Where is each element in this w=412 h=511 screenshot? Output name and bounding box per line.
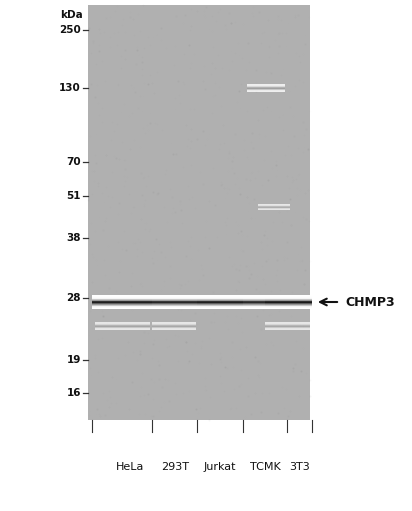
Bar (197, 307, 243, 308)
Text: 293T: 293T (161, 462, 189, 472)
Text: 38: 38 (66, 233, 81, 243)
Text: 51: 51 (66, 191, 81, 201)
Bar (243, 304, 287, 305)
Bar (197, 302, 243, 303)
Text: CHMP3: CHMP3 (345, 295, 395, 309)
Bar (152, 307, 197, 308)
Bar (243, 302, 287, 303)
Bar (265, 299, 312, 300)
Bar (265, 300, 312, 301)
Bar (152, 302, 197, 303)
Bar (243, 303, 287, 304)
Bar (265, 297, 312, 298)
Text: 70: 70 (66, 157, 81, 167)
Text: 3T3: 3T3 (290, 462, 310, 472)
Bar (92, 306, 152, 307)
Text: TCMK: TCMK (250, 462, 281, 472)
Bar (92, 305, 152, 306)
Bar (265, 308, 312, 309)
Bar (265, 303, 312, 304)
Bar (152, 298, 197, 299)
Bar (152, 304, 197, 305)
Bar (265, 296, 312, 297)
Bar (152, 301, 197, 302)
Bar (92, 303, 152, 304)
Bar (243, 296, 287, 297)
Text: kDa: kDa (60, 10, 83, 20)
Bar (265, 302, 312, 303)
Bar (243, 307, 287, 308)
Bar (243, 308, 287, 309)
Bar (197, 305, 243, 306)
Bar (152, 300, 197, 301)
Bar (152, 303, 197, 304)
Bar (197, 308, 243, 309)
Bar (92, 295, 152, 296)
Bar (92, 308, 152, 309)
Bar (92, 307, 152, 308)
Bar (152, 308, 197, 309)
Bar (243, 298, 287, 299)
Bar (243, 297, 287, 298)
Text: Jurkat: Jurkat (204, 462, 236, 472)
Bar (265, 301, 312, 302)
Bar (197, 303, 243, 304)
Text: 28: 28 (66, 293, 81, 303)
Bar (265, 306, 312, 307)
Bar (92, 302, 152, 303)
Bar (243, 295, 287, 296)
Bar (197, 297, 243, 298)
Bar (265, 307, 312, 308)
Bar (152, 297, 197, 298)
Bar (152, 306, 197, 307)
Text: 130: 130 (59, 83, 81, 93)
Bar (92, 296, 152, 297)
Bar (88, 5, 310, 420)
Bar (92, 299, 152, 300)
Bar (265, 295, 312, 296)
Bar (92, 301, 152, 302)
Bar (92, 304, 152, 305)
Bar (92, 300, 152, 301)
Text: 16: 16 (66, 388, 81, 398)
Bar (243, 299, 287, 300)
Bar (92, 298, 152, 299)
Bar (243, 306, 287, 307)
Bar (92, 297, 152, 298)
Bar (265, 298, 312, 299)
Bar (152, 296, 197, 297)
Bar (152, 305, 197, 306)
Bar (243, 305, 287, 306)
Text: 19: 19 (67, 355, 81, 365)
Bar (265, 304, 312, 305)
Bar (265, 305, 312, 306)
Bar (197, 300, 243, 301)
Bar (243, 300, 287, 301)
Bar (152, 299, 197, 300)
Bar (197, 306, 243, 307)
Text: 250: 250 (59, 25, 81, 35)
Bar (152, 295, 197, 296)
Text: HeLa: HeLa (116, 462, 144, 472)
Bar (197, 296, 243, 297)
Bar (197, 301, 243, 302)
Bar (197, 304, 243, 305)
Bar (197, 298, 243, 299)
Bar (197, 295, 243, 296)
Bar (243, 301, 287, 302)
Bar (197, 299, 243, 300)
